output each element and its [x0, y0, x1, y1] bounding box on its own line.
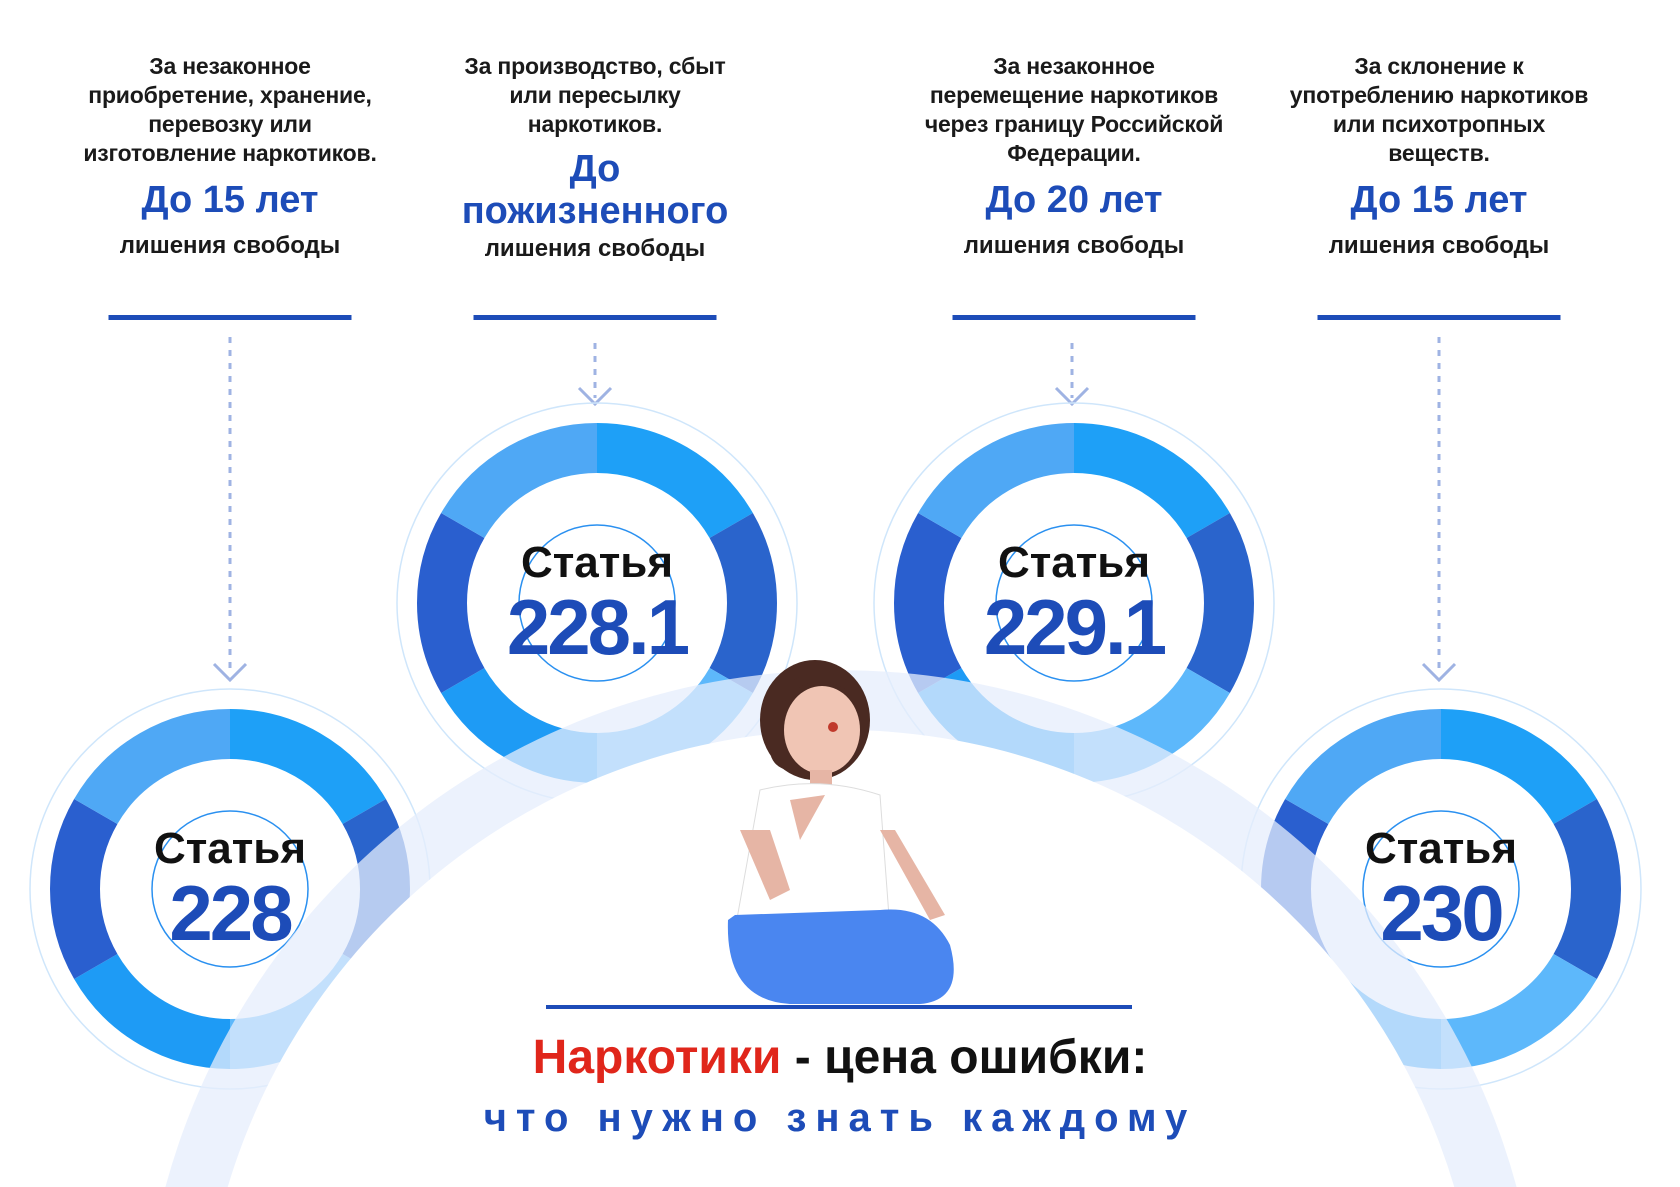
divider — [952, 315, 1196, 320]
main-title: Наркотики - цена ошибки: — [0, 1030, 1680, 1086]
article-number: 228 — [169, 869, 293, 957]
term-value: 15 — [1411, 179, 1455, 221]
term-prefix: До — [985, 179, 1037, 221]
term-suffix: лет — [1464, 179, 1528, 221]
article-badge-228: Статья 228 — [153, 824, 307, 957]
penalty-term: До 15 лет — [1289, 178, 1589, 222]
title-rest: - цена ошибки: — [781, 1031, 1148, 1084]
ring-segment — [441, 423, 598, 539]
term-note: лишения свободы — [119, 232, 341, 259]
term-prefix: До — [141, 179, 193, 221]
ring-segment — [709, 513, 777, 693]
article-word: Статья — [153, 824, 307, 873]
article-number: 230 — [1380, 869, 1504, 957]
title-divider — [546, 1005, 1132, 1009]
term-suffix: лет — [255, 179, 319, 221]
ring-segment — [1553, 799, 1621, 979]
term-value: 15 — [202, 179, 246, 221]
ring-segment — [918, 423, 1075, 539]
term-value: пожизненного — [461, 190, 729, 232]
article-description: За незаконное приобретение, хранение, пе… — [83, 53, 377, 166]
divider — [108, 315, 352, 320]
title-highlight: Наркотики — [532, 1031, 782, 1084]
article-number: 229.1 — [983, 583, 1167, 671]
ring-segment — [229, 709, 386, 825]
ring-segment — [50, 799, 118, 979]
term-note: лишения свободы — [963, 232, 1185, 259]
article-description: За склонение к употреблению наркотиков и… — [1289, 53, 1589, 166]
ring-segment — [1440, 953, 1597, 1069]
ring-segment — [417, 513, 485, 693]
divider — [1317, 315, 1561, 320]
article-word: Статья — [520, 538, 674, 587]
ring-segment — [74, 709, 231, 825]
article-number: 228.1 — [506, 583, 690, 671]
article-228-info: За незаконное приобретение, хранение, пе… — [80, 52, 380, 260]
article-word: Статья — [997, 538, 1151, 587]
article-badge-230: Статья 230 — [1364, 824, 1518, 957]
dotted-arrow-icon — [212, 337, 1457, 683]
article-description: За незаконное перемещение наркотиков чер… — [924, 53, 1224, 166]
term-note: лишения свободы — [484, 235, 706, 262]
article-word: Статья — [1364, 824, 1518, 873]
term-suffix: лет — [1099, 179, 1163, 221]
ring-segment — [894, 513, 962, 693]
term-prefix: До — [569, 148, 621, 190]
article-228-1-info: За производство, сбыт или пересылку нарк… — [445, 52, 745, 263]
penalty-term: До пожизненного — [445, 149, 745, 231]
subtitle: что нужно знать каждому — [483, 1096, 1197, 1140]
ring-segment — [74, 953, 231, 1069]
sad-woman-illustration — [727, 660, 954, 1004]
divider — [473, 315, 717, 320]
penalty-term: До 15 лет — [80, 178, 380, 222]
article-badge-229-1: Статья 229.1 — [983, 538, 1167, 671]
ring-segment — [596, 423, 753, 539]
term-note: лишения свободы — [1328, 232, 1550, 259]
ring-segment — [1186, 513, 1254, 693]
penalty-term: До 20 лет — [924, 178, 1224, 222]
term-value: 20 — [1046, 179, 1090, 221]
ring-segment — [1073, 423, 1230, 539]
term-prefix: До — [1350, 179, 1402, 221]
article-badge-228-1: Статья 228.1 — [506, 538, 690, 671]
ring-segment — [1440, 709, 1597, 825]
article-description: За производство, сбыт или пересылку нарк… — [464, 53, 726, 137]
article-229-1-info: За незаконное перемещение наркотиков чер… — [924, 52, 1224, 260]
article-230-info: За склонение к употреблению наркотиков и… — [1289, 52, 1589, 260]
ring-segment — [1285, 709, 1442, 825]
